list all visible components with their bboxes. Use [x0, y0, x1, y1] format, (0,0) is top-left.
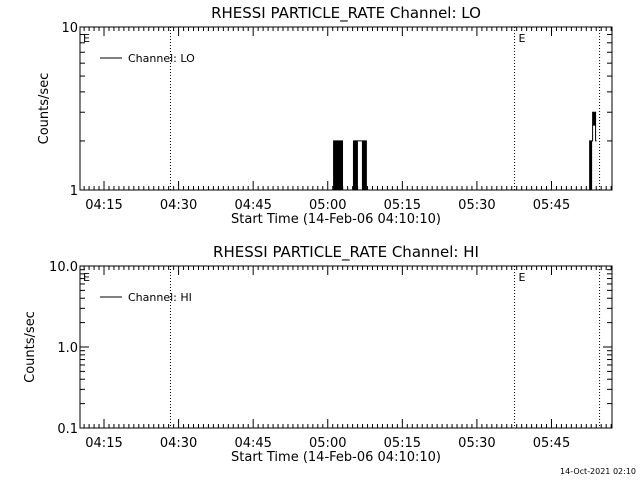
x-tick-label: 05:45 — [533, 436, 570, 451]
panel-hi-channel: RHESSI PARTICLE_RATE Channel: HI 0.1 1.0 10… — [23, 243, 613, 465]
panel-lo-channel: RHESSI PARTICLE_RATE Channel: LO 1 10 04:15… — [37, 4, 613, 227]
y-tick-label: 10 — [61, 21, 78, 36]
event-marker: E — [83, 32, 90, 45]
y-axis-label: Counts/sec — [37, 73, 52, 145]
y-tick-label: 10.0 — [49, 260, 78, 275]
x-tick-label: 04:30 — [160, 436, 197, 451]
series-line-channel-lo — [333, 111, 597, 191]
x-tick-label: 05:15 — [384, 436, 421, 451]
x-tick-label: 05:00 — [309, 198, 346, 213]
x-axis-label: Start Time (14-Feb-06 04:10:10) — [231, 450, 441, 465]
y-tick-label: 0.1 — [57, 422, 78, 437]
legend-entry: Channel: LO — [128, 52, 195, 65]
chart-title: RHESSI PARTICLE_RATE Channel: LO — [211, 4, 481, 23]
x-tick-label: 05:30 — [458, 436, 495, 451]
x-tick-label: 04:45 — [234, 436, 271, 451]
event-marker: E — [519, 32, 526, 45]
x-tick-label: 05:30 — [458, 198, 495, 213]
x-tick-label: 04:15 — [85, 198, 122, 213]
chart-title: RHESSI PARTICLE_RATE Channel: HI — [213, 243, 479, 262]
legend-entry: Channel: HI — [128, 291, 192, 304]
y-tick-label: 1.0 — [57, 341, 78, 356]
y-tick-label: 1 — [70, 184, 78, 199]
event-marker: E — [519, 271, 526, 284]
x-tick-label: 05:00 — [309, 436, 346, 451]
event-marker: E — [83, 271, 90, 284]
x-tick-label: 05:15 — [384, 198, 421, 213]
y-axis-label: Counts/sec — [23, 311, 38, 383]
x-axis-label: Start Time (14-Feb-06 04:10:10) — [231, 212, 441, 227]
x-tick-label: 04:15 — [85, 436, 122, 451]
footer-timestamp: 14-Oct-2021 02:10 — [560, 467, 636, 476]
x-tick-label: 04:30 — [160, 198, 197, 213]
x-tick-label: 05:45 — [533, 198, 570, 213]
x-tick-label: 04:45 — [234, 198, 271, 213]
